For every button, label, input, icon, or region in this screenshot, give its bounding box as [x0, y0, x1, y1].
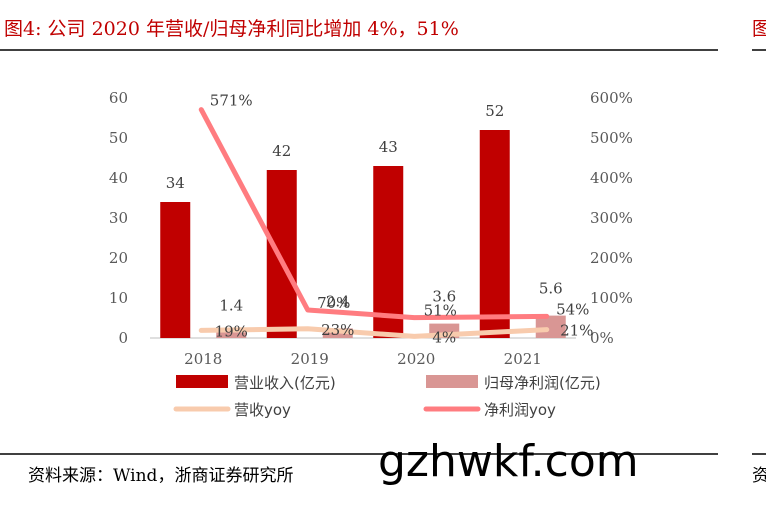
line-value-label: 19% [215, 322, 248, 340]
right-tick-label: 0% [590, 329, 614, 347]
bar-revenue [479, 130, 510, 338]
revenue-yoy-line [198, 326, 550, 339]
legend: 营业收入(亿元) 归母净利润(亿元) 营收yoy 净利润yoy [173, 374, 601, 419]
left-tick-label: 60 [109, 89, 128, 107]
top-rule [0, 49, 718, 51]
legend-swatch [426, 375, 478, 388]
line-value-label: 4% [432, 328, 456, 346]
line-value-label: 571% [210, 92, 253, 110]
line-value-label: 70% [317, 294, 350, 312]
bar-net-profit [216, 332, 247, 338]
right-tick-label: 600% [590, 89, 633, 107]
legend-label: 营收yoy [234, 401, 291, 419]
adjacent-top-rule [752, 49, 766, 51]
right-tick-label: 500% [590, 129, 633, 147]
adjacent-source-fragment: 资 [752, 466, 766, 486]
left-tick-label: 0 [118, 329, 128, 347]
bar-value-label: 1.4 [219, 296, 243, 314]
lines [198, 107, 550, 339]
legend-label: 净利润yoy [484, 401, 556, 419]
left-tick-label: 50 [109, 129, 128, 147]
bottom-rule [0, 453, 718, 455]
bar-value-label: 34 [166, 174, 185, 192]
line-value-label: 23% [321, 321, 354, 339]
bar-value-label: 52 [485, 102, 504, 120]
left-axis: 0 10 20 30 40 50 60 [109, 89, 128, 347]
right-tick-label: 400% [590, 169, 633, 187]
chart: 0 10 20 30 40 50 60 0% 100% 200% 300% 400% 500% 600%… [109, 89, 633, 419]
bar-net-profit [535, 315, 566, 338]
right-tick-label: 300% [590, 209, 633, 227]
x-axis: 2018 2019 2020 2021 [184, 350, 542, 368]
x-tick-label: 2018 [184, 350, 222, 368]
figure-title: 图4: 公司 2020 年营收/归母净利同比增加 4%，51% [4, 18, 459, 40]
legend-label: 营业收入(亿元) [234, 374, 336, 392]
right-tick-label: 200% [590, 249, 633, 267]
bar-value-label: 42 [272, 142, 291, 160]
left-tick-label: 10 [109, 289, 128, 307]
net-profit-yoy-line [198, 107, 550, 321]
left-tick-label: 30 [109, 209, 128, 227]
right-axis: 0% 100% 200% 300% 400% 500% 600% [590, 89, 633, 347]
x-tick-label: 2020 [397, 350, 435, 368]
adjacent-bottom-rule [752, 453, 766, 455]
adjacent-figure-title-fragment: 图 [752, 18, 766, 40]
data-labels: 34 42 43 52 1.4 2.4 3.6 5.6 19% 23% 4% 21% 571% 70% 51… [166, 92, 594, 347]
x-tick-label: 2019 [291, 350, 329, 368]
line-value-label: 21% [560, 322, 593, 340]
line-value-label: 54% [556, 300, 589, 318]
bar-value-label: 43 [379, 138, 398, 156]
x-tick-label: 2021 [504, 350, 542, 368]
line-value-label: 51% [424, 302, 457, 320]
bar-revenue [373, 166, 404, 338]
watermark: gzhwkf.com [378, 436, 639, 487]
bar-revenue [160, 202, 191, 338]
right-tick-label: 100% [590, 289, 633, 307]
legend-label: 归母净利润(亿元) [484, 374, 601, 392]
bar-revenue [266, 170, 297, 338]
source-note: 资料来源：Wind，浙商证券研究所 [28, 466, 294, 486]
left-tick-label: 20 [109, 249, 128, 267]
legend-swatch [176, 375, 228, 388]
bar-value-label: 2.4 [326, 292, 350, 310]
left-tick-label: 40 [109, 169, 128, 187]
bar-value-label: 3.6 [432, 288, 456, 306]
bar-value-label: 5.6 [539, 280, 563, 298]
